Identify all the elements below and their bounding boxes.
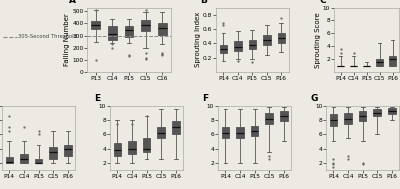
PathPatch shape — [128, 141, 136, 154]
Text: G: G — [310, 94, 318, 103]
PathPatch shape — [114, 143, 121, 156]
Text: A: A — [69, 0, 76, 5]
PathPatch shape — [125, 26, 133, 37]
Text: F: F — [202, 94, 208, 103]
PathPatch shape — [6, 157, 13, 163]
PathPatch shape — [278, 33, 285, 43]
PathPatch shape — [20, 154, 28, 163]
PathPatch shape — [172, 121, 180, 134]
PathPatch shape — [49, 147, 57, 159]
PathPatch shape — [251, 126, 258, 136]
PathPatch shape — [389, 56, 396, 66]
PathPatch shape — [234, 41, 242, 51]
Y-axis label: Sprouting Score: Sprouting Score — [315, 12, 321, 68]
PathPatch shape — [141, 20, 150, 31]
PathPatch shape — [158, 23, 166, 35]
PathPatch shape — [108, 26, 117, 40]
PathPatch shape — [143, 138, 150, 152]
PathPatch shape — [236, 127, 244, 138]
PathPatch shape — [64, 145, 72, 156]
Text: 305-Second Threshold: 305-Second Threshold — [18, 34, 77, 39]
PathPatch shape — [35, 159, 42, 163]
PathPatch shape — [359, 111, 366, 121]
Text: B: B — [200, 0, 207, 5]
PathPatch shape — [376, 59, 383, 66]
PathPatch shape — [280, 111, 288, 121]
PathPatch shape — [263, 35, 270, 45]
PathPatch shape — [344, 113, 352, 124]
Y-axis label: Falling Number: Falling Number — [64, 13, 70, 66]
Y-axis label: Sprouting Index: Sprouting Index — [195, 12, 201, 67]
PathPatch shape — [157, 127, 165, 138]
Text: E: E — [94, 94, 100, 103]
PathPatch shape — [248, 40, 256, 49]
PathPatch shape — [91, 21, 100, 29]
PathPatch shape — [388, 108, 396, 114]
PathPatch shape — [374, 109, 381, 116]
PathPatch shape — [266, 113, 273, 124]
Text: C: C — [320, 0, 326, 5]
PathPatch shape — [220, 45, 227, 53]
PathPatch shape — [330, 114, 337, 126]
PathPatch shape — [222, 127, 229, 138]
